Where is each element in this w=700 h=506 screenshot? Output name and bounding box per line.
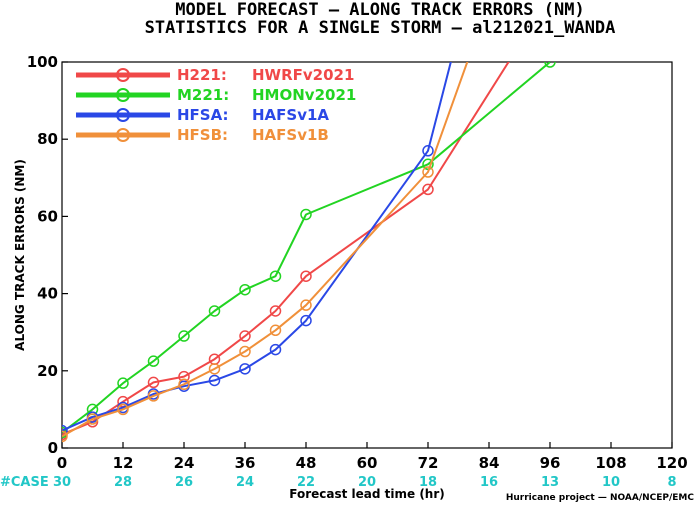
case-count: 13 (541, 475, 559, 490)
chart-title-line1: MODEL FORECAST — ALONG TRACK ERRORS (NM) (175, 0, 584, 20)
data-point (300, 299, 312, 311)
data-point (269, 343, 282, 356)
case-count: 30 (53, 475, 71, 490)
plot-frame (61, 61, 673, 449)
case-count: 28 (114, 475, 132, 490)
y-tick-label: 60 (37, 207, 58, 225)
x-tick-label: 120 (656, 454, 687, 472)
data-point (300, 270, 312, 282)
case-count: 22 (297, 475, 315, 490)
data-point (422, 166, 434, 178)
series-line (62, 62, 510, 436)
data-point (544, 62, 556, 68)
data-point (239, 283, 251, 296)
legend: H221: HWRFv2021 M221: HMONv2021 HFSA: HAFSv1A… (76, 66, 356, 144)
series-line (62, 62, 551, 434)
case-count: 26 (175, 475, 193, 490)
data-point (239, 363, 251, 375)
legend-series-name: HAFSv1B (252, 126, 329, 144)
series-line (62, 62, 452, 432)
legend-code: H221: (177, 66, 227, 84)
data-point (147, 376, 160, 389)
legend-entry: H221: HWRFv2021 (76, 66, 354, 84)
y-tick-label: 0 (48, 439, 58, 457)
data-point (117, 377, 129, 389)
data-point (178, 330, 190, 342)
data-point (269, 305, 282, 317)
data-point (62, 430, 68, 443)
y-tick-label: 80 (37, 130, 58, 148)
legend-entry: HFSB: HAFSv1B (76, 126, 329, 144)
data-point (147, 390, 160, 402)
data-point (178, 378, 190, 391)
series-hafsv1b (62, 62, 469, 443)
case-count: 10 (602, 475, 620, 490)
data-point (422, 145, 434, 157)
x-tick-label: 84 (479, 454, 500, 472)
axes: 0301228242636244822602072188416961310810… (27, 53, 688, 490)
case-count: 8 (667, 475, 676, 490)
series-lines (62, 62, 556, 443)
data-point (147, 355, 160, 367)
x-tick-label: 24 (174, 454, 195, 472)
series-line (62, 62, 469, 438)
case-count: 18 (419, 475, 437, 490)
legend-marker (116, 68, 130, 82)
legend-marker (116, 128, 130, 142)
x-tick-label: 108 (595, 454, 626, 472)
data-point (239, 330, 251, 342)
data-point (269, 324, 282, 337)
legend-code: HFSB: (177, 126, 228, 144)
legend-entry: M221: HMONv2021 (76, 86, 356, 104)
data-point (422, 183, 434, 196)
data-point (86, 413, 99, 425)
data-point (208, 305, 221, 317)
case-count: 16 (480, 475, 498, 490)
case-count: 24 (236, 475, 254, 490)
x-tick-label: 12 (113, 454, 134, 472)
data-point (300, 208, 312, 221)
y-axis-label: ALONG TRACK ERRORS (NM) (13, 159, 27, 351)
data-point (208, 374, 221, 387)
legend-marker (116, 108, 130, 122)
data-point (62, 424, 68, 437)
legend-code: HFSA: (177, 106, 229, 124)
x-tick-label: 36 (235, 454, 256, 472)
x-tick-label: 72 (418, 454, 439, 472)
y-tick-label: 40 (37, 285, 58, 303)
legend-series-name: HMONv2021 (252, 86, 356, 104)
case-count-label: #CASE (0, 475, 49, 490)
legend-series-name: HWRFv2021 (252, 66, 354, 84)
legend-series-name: HAFSv1A (252, 106, 329, 124)
data-point (300, 314, 312, 327)
x-tick-label: 0 (57, 454, 67, 472)
case-count: 20 (358, 475, 376, 490)
legend-code: M221: (177, 86, 229, 104)
chart-title-line2: STATISTICS FOR A SINGLE STORM — al212021… (145, 18, 616, 38)
data-point (208, 363, 221, 375)
data-point (269, 270, 282, 282)
x-tick-label: 96 (540, 454, 561, 472)
x-tick-label: 48 (296, 454, 317, 472)
legend-entry: HFSA: HAFSv1A (76, 106, 329, 124)
data-point (239, 345, 251, 358)
y-tick-label: 20 (37, 362, 58, 380)
legend-marker (116, 88, 130, 102)
x-axis-label: Forecast lead time (hr) (289, 487, 445, 501)
x-tick-label: 60 (357, 454, 378, 472)
data-point (117, 403, 129, 416)
y-tick-label: 100 (27, 53, 58, 71)
credit-text: Hurricane project — NOAA/NCEP/EMC (506, 493, 695, 503)
